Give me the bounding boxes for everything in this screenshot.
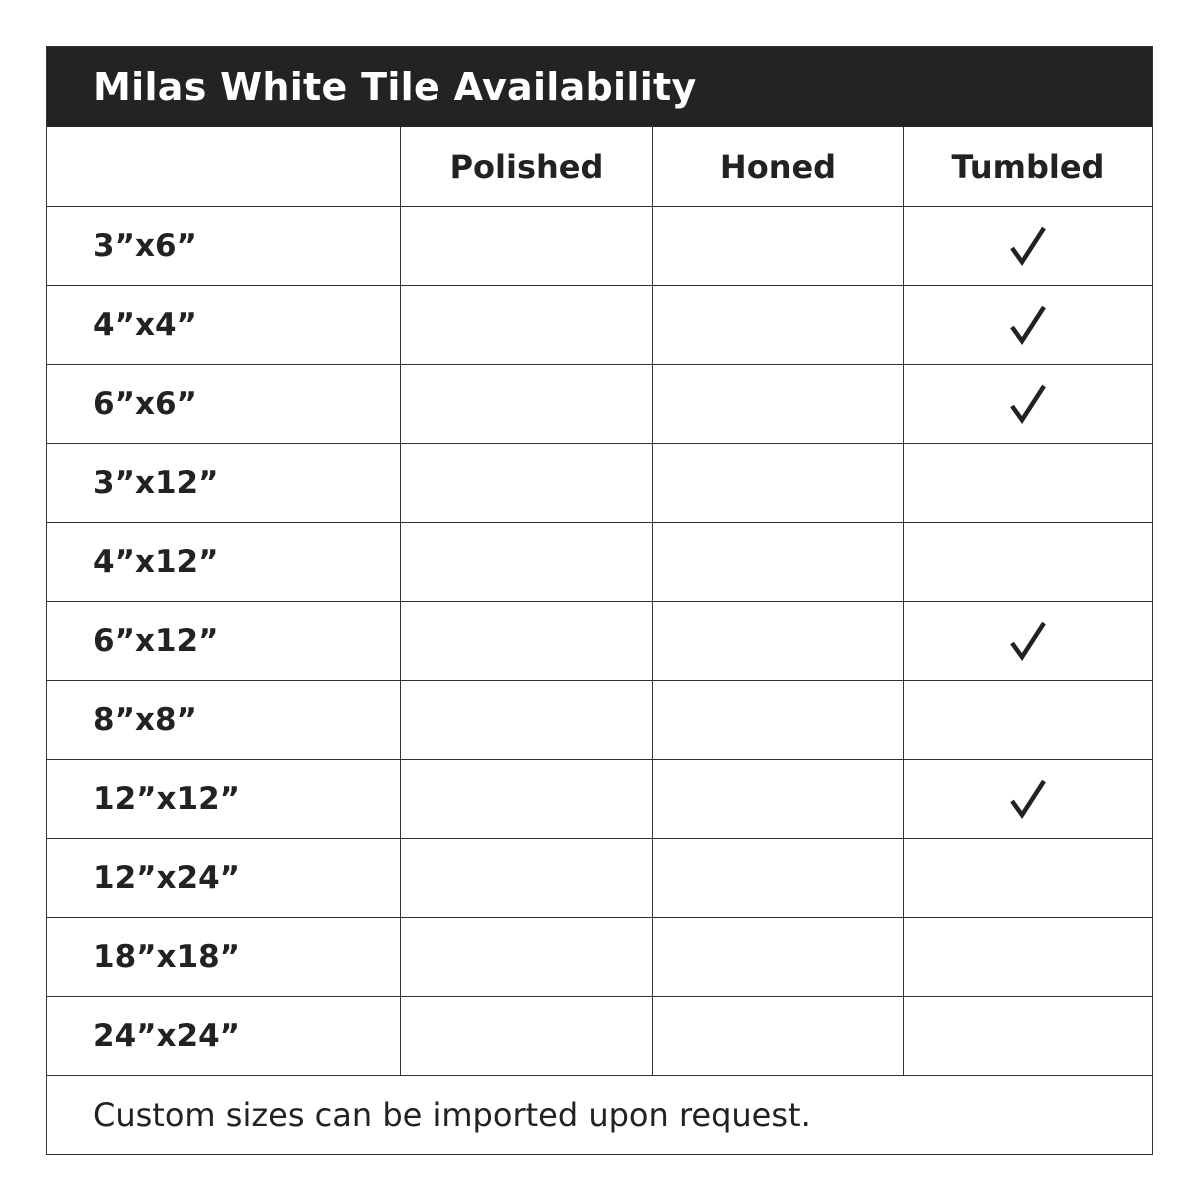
availability-cell-tumbled [903,523,1152,601]
availability-cell-tumbled [903,365,1152,443]
size-label: 3”x6” [93,228,197,264]
table-row: 4”x12” [47,522,1152,601]
footer-note: Custom sizes can be imported upon reques… [47,1075,1152,1154]
availability-cell-polished [400,207,652,285]
availability-cell-honed [652,997,903,1075]
availability-cell-honed [652,286,903,364]
size-label: 6”x6” [93,386,197,422]
availability-cell-honed [652,207,903,285]
size-label: 12”x24” [93,860,241,896]
size-label: 18”x18” [93,939,241,975]
table-row: 12”x24” [47,838,1152,917]
availability-cell-polished [400,918,652,996]
availability-table: Milas White Tile Availability Polished H… [46,46,1153,1155]
table-row: 3”x6” [47,206,1152,285]
table-row: 24”x24” [47,996,1152,1075]
header-row: Polished Honed Tumbled [47,127,1152,206]
table-body: Polished Honed Tumbled 3”x6” 4”x4” 6”x6” 3”… [47,127,1152,1075]
table-row: 6”x12” [47,601,1152,680]
availability-cell-honed [652,602,903,680]
table-row: 18”x18” [47,917,1152,996]
availability-cell-tumbled [903,602,1152,680]
size-label: 4”x4” [93,307,197,343]
checkmark-icon [1010,621,1046,661]
checkmark-icon [1010,779,1046,819]
table-row: 6”x6” [47,364,1152,443]
availability-cell-honed [652,839,903,917]
checkmark-icon [1010,384,1046,424]
table-row: 12”x12” [47,759,1152,838]
table-row: 8”x8” [47,680,1152,759]
checkmark-icon [1010,305,1046,345]
table-title: Milas White Tile Availability [47,47,1152,127]
availability-cell-honed [652,365,903,443]
size-label: 4”x12” [93,544,219,580]
availability-cell-polished [400,602,652,680]
table-row: 3”x12” [47,443,1152,522]
availability-cell-polished [400,444,652,522]
availability-cell-tumbled [903,444,1152,522]
availability-cell-honed [652,918,903,996]
availability-cell-tumbled [903,681,1152,759]
availability-cell-polished [400,760,652,838]
availability-cell-polished [400,839,652,917]
availability-cell-honed [652,760,903,838]
availability-cell-tumbled [903,839,1152,917]
availability-cell-tumbled [903,760,1152,838]
header-tumbled: Tumbled [903,127,1152,206]
availability-cell-tumbled [903,286,1152,364]
header-polished: Polished [400,127,652,206]
availability-cell-honed [652,681,903,759]
availability-cell-tumbled [903,997,1152,1075]
size-label: 6”x12” [93,623,219,659]
size-label: 3”x12” [93,465,219,501]
size-label: 8”x8” [93,702,197,738]
availability-cell-polished [400,681,652,759]
table-row: 4”x4” [47,285,1152,364]
availability-cell-honed [652,444,903,522]
availability-cell-tumbled [903,918,1152,996]
checkmark-icon [1010,226,1046,266]
header-empty [47,127,400,206]
availability-cell-polished [400,523,652,601]
availability-cell-tumbled [903,207,1152,285]
header-honed: Honed [652,127,903,206]
availability-cell-polished [400,997,652,1075]
size-label: 12”x12” [93,781,241,817]
availability-cell-polished [400,286,652,364]
availability-cell-honed [652,523,903,601]
size-label: 24”x24” [93,1018,241,1054]
availability-cell-polished [400,365,652,443]
